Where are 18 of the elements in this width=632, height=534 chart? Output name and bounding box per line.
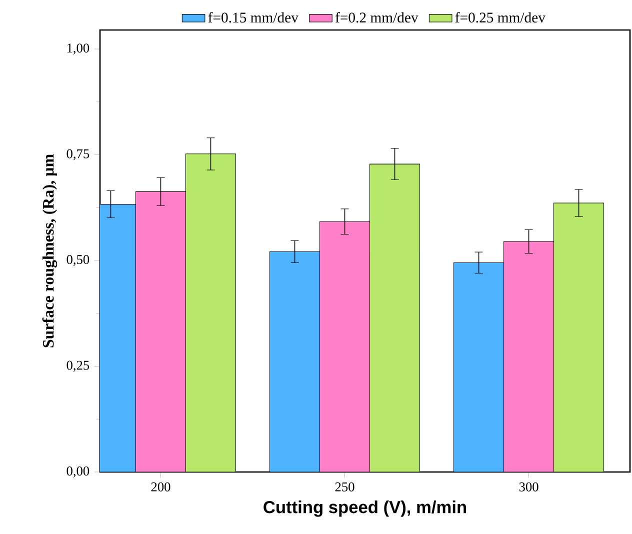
x-axis-title: Cutting speed (V), m/min: [264, 500, 466, 517]
x-tick-label: 300: [519, 482, 538, 492]
y-tick-label: 0,00: [66, 466, 90, 478]
bar: [554, 202, 604, 472]
legend-label: f=0.15 mm/dev: [208, 12, 298, 23]
bar: [369, 164, 420, 472]
x-tick-label: 200: [151, 482, 170, 492]
legend-label: f=0.25 mm/dev: [455, 12, 546, 23]
y-axis-title: Surface roughness, (Ra), µm: [42, 154, 58, 348]
y-tick-label: 1,00: [67, 44, 90, 54]
bar: [319, 221, 370, 472]
legend-label: f=0.2 mm/dev: [335, 12, 418, 23]
bar: [185, 154, 236, 472]
y-tick-label: 0,50: [66, 255, 90, 266]
y-tick-label: 0,75: [66, 149, 90, 160]
x-tick-label: 250: [335, 482, 354, 492]
bar: [504, 241, 554, 472]
y-tick-label: 0,25: [66, 360, 90, 372]
